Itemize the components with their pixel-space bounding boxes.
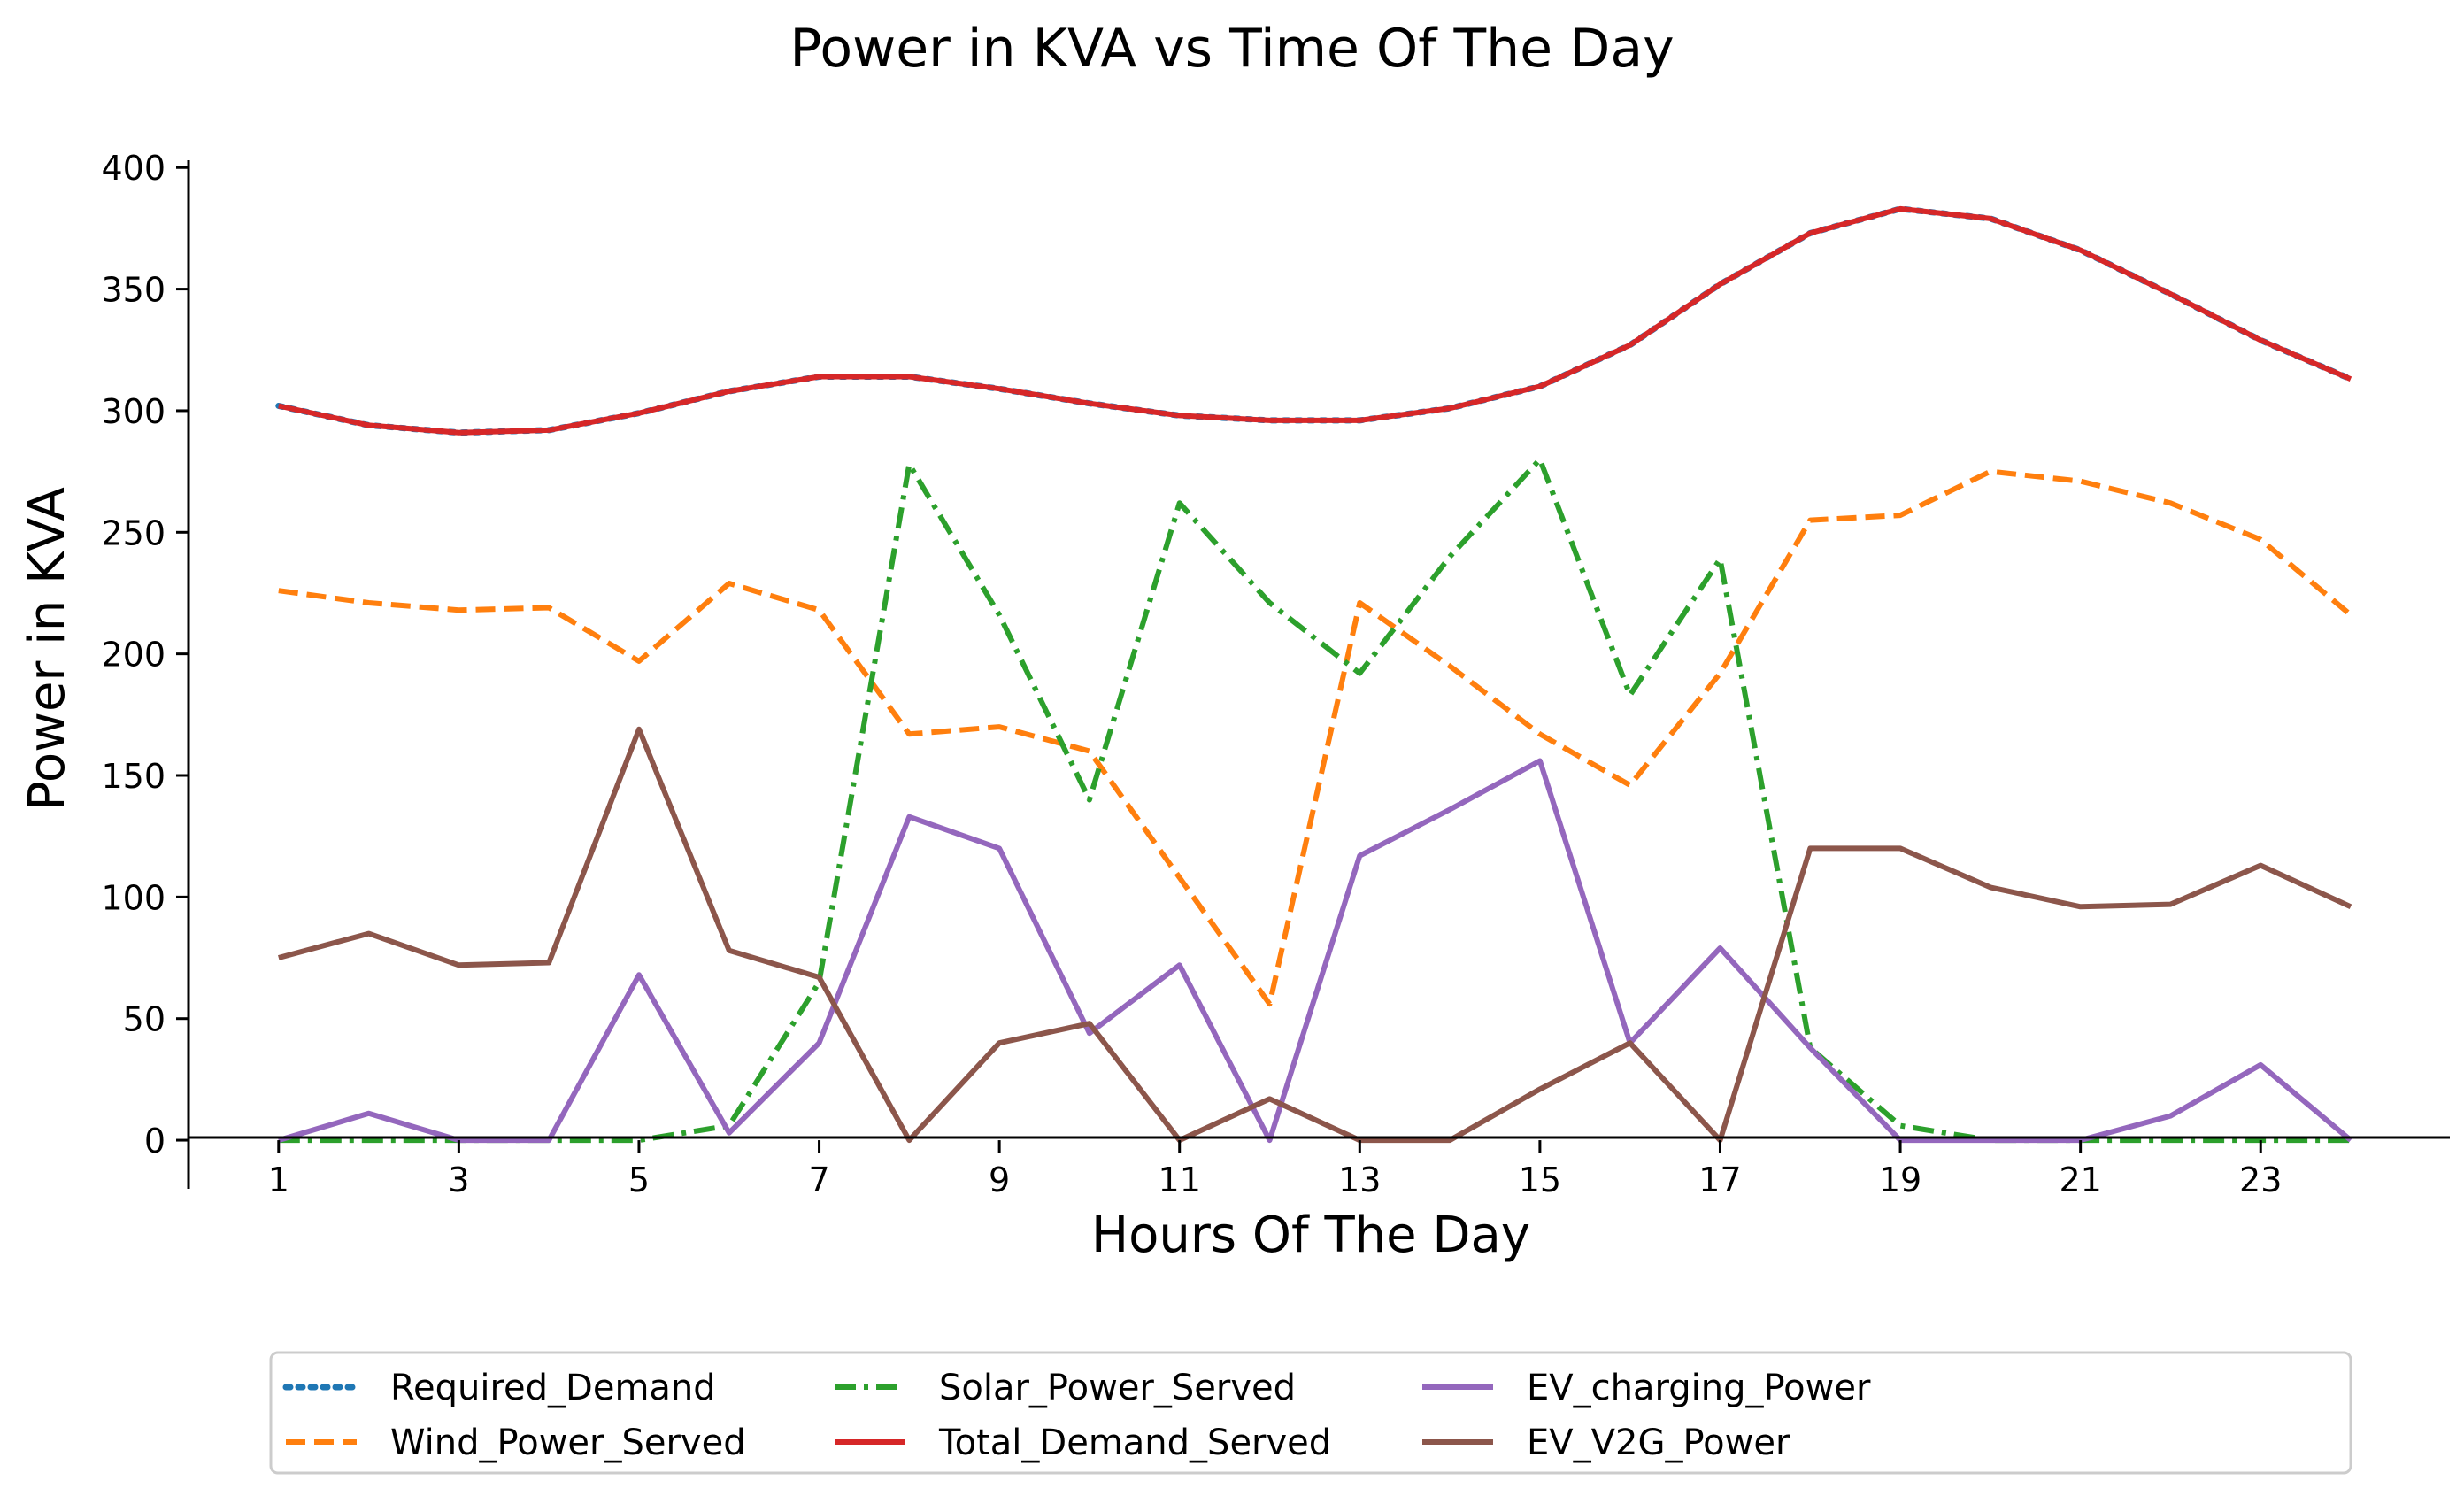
x-axis-label: Hours Of The Day — [1091, 1207, 1530, 1264]
x-tick-label: 21 — [2059, 1161, 2101, 1199]
x-tick-label: 7 — [808, 1161, 829, 1199]
legend-label: EV_V2G_Power — [1527, 1423, 1790, 1463]
legend: Required_Demand Wind_Power_Served Solar_Po… — [269, 1351, 2352, 1475]
series-line-required-demand — [275, 205, 2354, 436]
legend-label: Required_Demand — [390, 1368, 716, 1408]
x-tick-label: 23 — [2239, 1161, 2282, 1199]
x-tick-label: 13 — [1338, 1161, 1381, 1199]
legend-label: Solar_Power_Served — [939, 1368, 1296, 1408]
legend-label: Total_Demand_Served — [938, 1423, 1331, 1463]
y-tick-label: 150 — [101, 757, 166, 796]
legend-label: Wind_Power_Served — [390, 1423, 746, 1463]
series-line-total-demand-served — [278, 205, 2352, 436]
y-tick-label: 0 — [144, 1122, 166, 1161]
y-tick-label: 200 — [101, 636, 166, 675]
plot-area — [275, 205, 2354, 1144]
y-tick-label: 400 — [101, 149, 166, 188]
series-line-wind-power-served — [278, 468, 2352, 1007]
y-tick-label: 100 — [101, 878, 166, 917]
y-ticks: 0 50 100 150 200 250 300 350 400 — [101, 149, 189, 1161]
y-tick-label: 350 — [101, 271, 166, 310]
series-line-ev-charging-power — [277, 758, 2352, 1144]
y-tick-label: 250 — [101, 513, 166, 552]
x-tick-label: 1 — [268, 1161, 289, 1199]
x-tick-label: 5 — [628, 1161, 650, 1199]
y-tick-label: 50 — [123, 1000, 166, 1039]
x-tick-label: 11 — [1159, 1161, 1201, 1199]
chart-title: Power in KVA vs Time Of The Day — [789, 18, 1674, 80]
x-tick-label: 3 — [448, 1161, 469, 1199]
y-axis-label: Power in KVA — [19, 487, 76, 811]
x-tick-label: 9 — [989, 1161, 1010, 1199]
series-line-ev-v2g-power — [278, 726, 2352, 1144]
legend-label: EV_charging_Power — [1527, 1368, 1871, 1408]
x-ticks: 1 3 5 7 9 11 13 15 17 19 21 23 — [268, 1140, 2282, 1199]
x-tick-label: 17 — [1698, 1161, 1741, 1199]
axes — [187, 160, 2450, 1189]
x-tick-label: 19 — [1879, 1161, 1921, 1199]
legend-frame — [269, 1351, 2352, 1475]
y-tick-label: 300 — [101, 392, 166, 431]
x-tick-label: 15 — [1519, 1161, 1561, 1199]
